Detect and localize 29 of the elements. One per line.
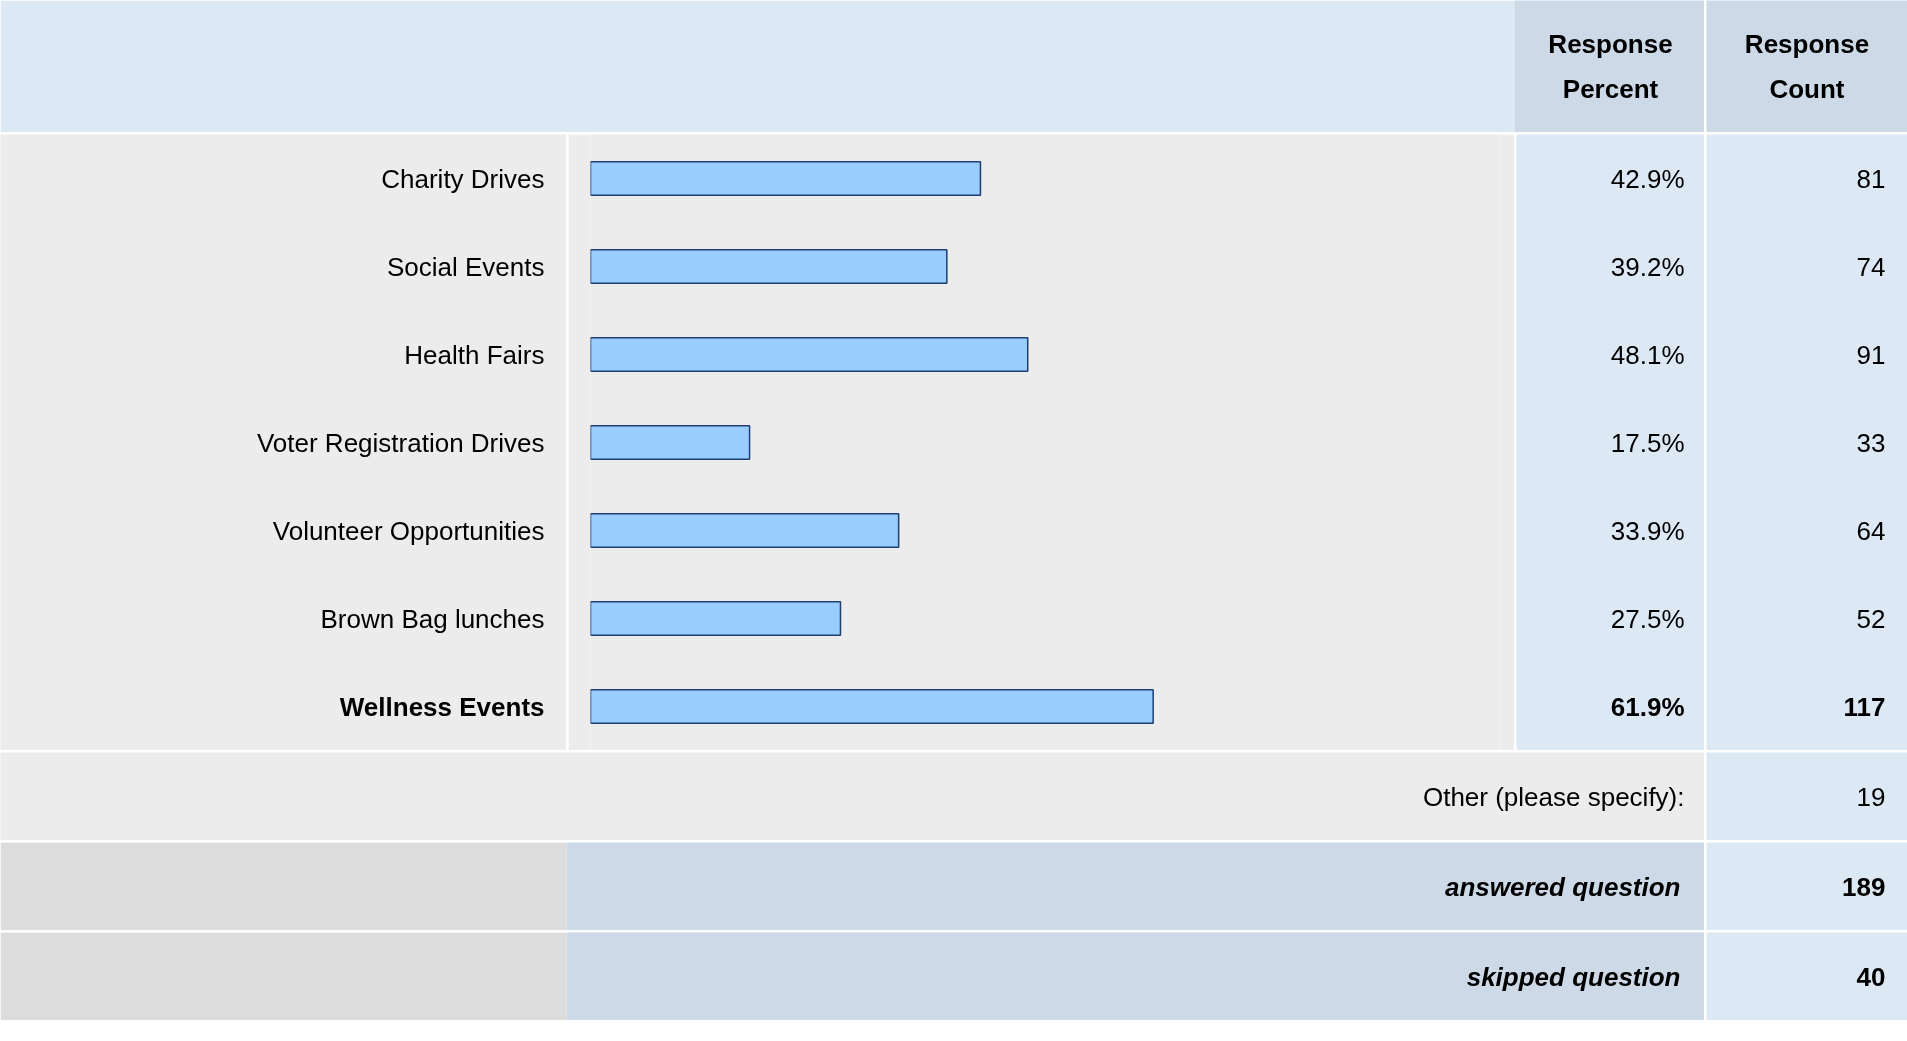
- text: 52: [1856, 603, 1886, 634]
- text: 117: [1843, 691, 1886, 722]
- data-label: 33.9%: [1610, 515, 1685, 546]
- data-label: 39.2%: [1610, 251, 1685, 282]
- data-label: 27.5%: [1610, 603, 1685, 634]
- y-tick-label: Brown Bag lunches: [320, 603, 545, 634]
- text: 19: [1856, 781, 1886, 812]
- text: 64: [1856, 515, 1886, 546]
- y-tick-label: Social Events: [386, 251, 545, 282]
- text: 74: [1856, 251, 1886, 282]
- text: 91: [1856, 339, 1886, 370]
- text: Other (please specify):: [1422, 781, 1685, 812]
- data-label: 61.9%: [1610, 691, 1685, 722]
- text: answered question: [1445, 871, 1681, 902]
- y-tick-label: Wellness Events: [339, 691, 545, 722]
- y-tick-label: Health Fairs: [404, 339, 545, 370]
- y-tick-label: Volunteer Opportunities: [272, 515, 545, 546]
- y-tick-label: Voter Registration Drives: [256, 427, 545, 458]
- y-tick-label: Charity Drives: [381, 163, 545, 194]
- text: 40: [1856, 961, 1886, 992]
- text: 33: [1856, 427, 1886, 458]
- text: 81: [1856, 163, 1886, 194]
- text: Response Percent: [1548, 29, 1673, 104]
- text: Response Count: [1744, 29, 1870, 104]
- text: 189: [1842, 871, 1886, 902]
- text: skipped question: [1466, 961, 1681, 992]
- data-label: 17.5%: [1610, 427, 1685, 458]
- data-label: 48.1%: [1610, 339, 1685, 370]
- data-label: 42.9%: [1610, 163, 1685, 194]
